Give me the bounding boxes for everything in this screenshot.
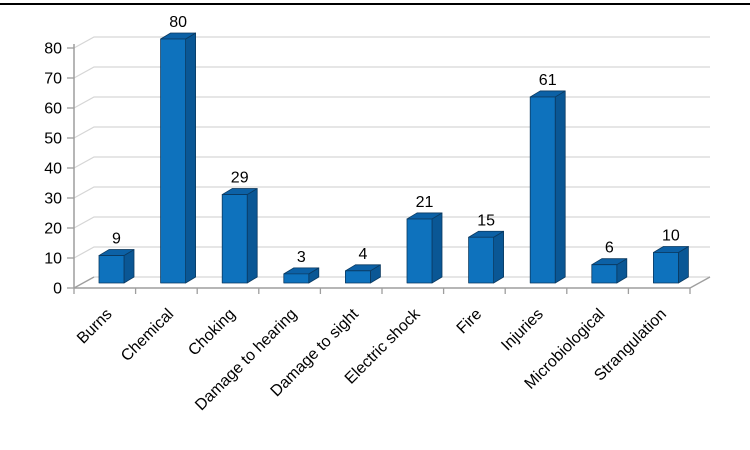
bar-choking <box>221 194 248 284</box>
category-label-chemical: Chemical <box>118 306 177 365</box>
floor-right-edge <box>689 276 711 289</box>
gridline-50 <box>73 126 710 139</box>
bar-side-fire <box>493 230 505 284</box>
gridline-80 <box>73 36 710 49</box>
bar-side-chemical <box>185 32 197 284</box>
value-label-microbiological: 6 <box>605 240 614 257</box>
value-axis-label-80: 80 <box>44 41 62 58</box>
category-label-burns: Burns <box>74 306 116 348</box>
value-label-burns: 9 <box>112 231 121 248</box>
value-label-damage-to-hearing: 3 <box>297 249 306 266</box>
gridline-10 <box>73 246 710 259</box>
value-label-chemical: 80 <box>169 14 187 31</box>
value-label-strangulation: 10 <box>662 228 680 245</box>
bar-burns <box>98 255 125 284</box>
value-axis-label-10: 10 <box>44 251 62 268</box>
gridline-60 <box>73 96 710 109</box>
value-axis-label-0: 0 <box>53 281 62 298</box>
value-axis-label-70: 70 <box>44 71 62 88</box>
gridline-40 <box>73 156 710 169</box>
value-label-damage-to-sight: 4 <box>358 246 367 263</box>
category-label-choking: Choking <box>185 306 239 360</box>
value-axis-label-50: 50 <box>44 131 62 148</box>
gridline-20 <box>73 216 710 229</box>
bar-injuries <box>529 96 556 284</box>
bar-damage-to-hearing <box>283 273 310 284</box>
value-axis-label-20: 20 <box>44 221 62 238</box>
bar-damage-to-sight <box>344 270 371 284</box>
value-axis-label-30: 30 <box>44 191 62 208</box>
bar-strangulation <box>653 252 679 284</box>
value-label-electric-shock: 21 <box>416 194 434 211</box>
bar-microbiological <box>591 264 618 284</box>
category-label-damage-to-hearing: Damage to hearing <box>192 306 300 414</box>
bar-chemical <box>160 38 187 284</box>
value-label-injuries: 61 <box>539 72 557 89</box>
bar-fire <box>468 236 495 284</box>
bar-side-electric-shock <box>431 212 443 284</box>
category-label-injuries: Injuries <box>498 306 546 354</box>
bar-electric-shock <box>406 218 433 284</box>
value-label-fire: 15 <box>477 212 495 229</box>
top-border-line <box>0 3 750 5</box>
category-label-fire: Fire <box>454 306 486 338</box>
gridline-70 <box>73 66 710 79</box>
bar-side-injuries <box>554 90 566 284</box>
value-axis-label-60: 60 <box>44 101 62 118</box>
value-label-choking: 29 <box>231 170 249 187</box>
floor-left-edge <box>73 276 95 289</box>
value-axis-label-40: 40 <box>44 161 62 178</box>
gridline-30 <box>73 186 710 199</box>
bar-side-choking <box>246 188 258 284</box>
